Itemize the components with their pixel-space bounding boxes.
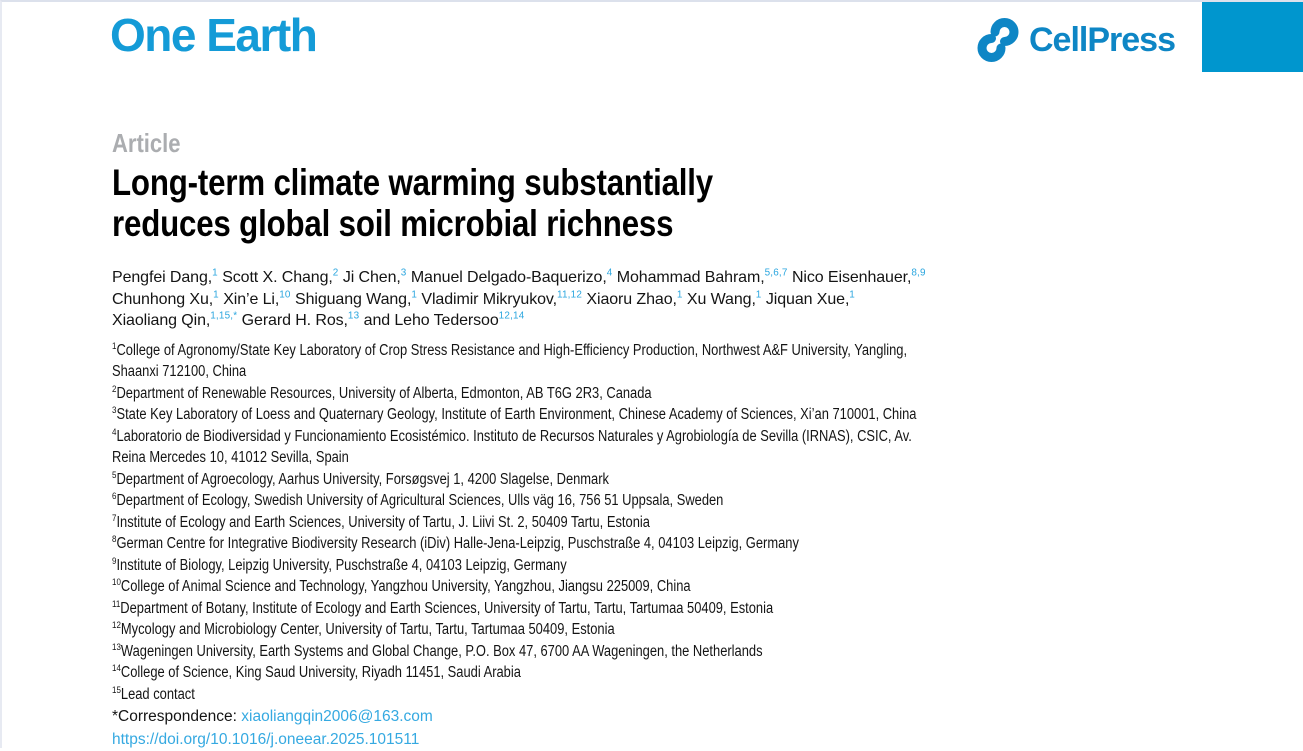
affiliation: 4Laboratorio de Biodiversidad y Funciona… — [112, 426, 1205, 469]
author-superscript: 5,6,7 — [765, 268, 788, 279]
affiliation-superscript: 14 — [112, 663, 121, 674]
publisher-name: CellPress — [1029, 21, 1175, 60]
author-line: Pengfei Dang,1 Scott X. Chang,2 Ji Chen,… — [112, 267, 1205, 289]
article-header-block: Article Long-term climate warming substa… — [112, 128, 1205, 751]
affiliation: 8German Centre for Integrative Biodivers… — [112, 533, 1205, 555]
article-kicker: Article — [112, 128, 1204, 159]
author-name: Vladimir Mikryukov, — [421, 291, 557, 308]
author-name: Pengfei Dang, — [112, 269, 212, 286]
brand-banner — [1202, 2, 1303, 72]
affiliation: 3State Key Laboratory of Loess and Quate… — [112, 404, 1205, 426]
author-name: Ji Chen, — [343, 269, 401, 286]
affiliation-text: Department of Ecology, Swedish Universit… — [116, 492, 723, 509]
author-superscript: 10 — [279, 289, 290, 300]
author-superscript: 1 — [213, 289, 219, 300]
affiliation-text: State Key Laboratory of Loess and Quater… — [116, 406, 916, 423]
correspondence-label: *Correspondence: — [112, 708, 237, 725]
author-name: Scott X. Chang, — [222, 269, 333, 286]
author-name: Chunhong Xu, — [112, 291, 213, 308]
affiliation-text: College of Science, King Saud University… — [121, 664, 521, 681]
author-superscript: 2 — [333, 268, 339, 279]
affiliation-text: Department of Botany, Institute of Ecolo… — [120, 600, 773, 617]
journal-logo: One Earth — [110, 8, 316, 62]
author-name: Nico Eisenhauer, — [792, 269, 911, 286]
affiliation-superscript: 12 — [112, 620, 121, 631]
author-name: Shiguang Wang, — [295, 291, 411, 308]
author-name: Xin’e Li, — [223, 291, 279, 308]
cellpress-loop-icon — [974, 18, 1022, 62]
title-line-1: Long-term climate warming substantially — [112, 162, 1205, 203]
author-name: Xu Wang, — [687, 291, 756, 308]
author-list: Pengfei Dang,1 Scott X. Chang,2 Ji Chen,… — [112, 267, 1205, 332]
affiliation-list: 1College of Agronomy/State Key Laborator… — [112, 340, 1205, 706]
author-superscript: 4 — [607, 268, 613, 279]
affiliation: 14College of Science, King Saud Universi… — [112, 662, 1205, 684]
affiliation-text: Shaanxi 712100, China — [112, 363, 246, 380]
affiliation: 1College of Agronomy/State Key Laborator… — [112, 340, 1205, 383]
affiliation: 12Mycology and Microbiology Center, Univ… — [112, 619, 1205, 641]
footnotes: *Correspondence: xiaoliangqin2006@163.co… — [112, 706, 1205, 751]
affiliation-text: Laboratorio de Biodiversidad y Funcionam… — [116, 428, 911, 445]
author-name: Xiaoru Zhao, — [586, 291, 676, 308]
author-name: Manuel Delgado-Baquerizo, — [411, 269, 607, 286]
affiliation-text: Lead contact — [121, 686, 195, 703]
affiliation: 7Institute of Ecology and Earth Sciences… — [112, 512, 1205, 534]
affiliation: 11Department of Botany, Institute of Eco… — [112, 598, 1205, 620]
author-superscript: 1 — [411, 289, 417, 300]
affiliation-text: College of Animal Science and Technology… — [121, 578, 691, 595]
author-superscript: 1 — [849, 289, 855, 300]
author-superscript: 12,14 — [499, 311, 525, 322]
author-name: Jiquan Xue, — [766, 291, 849, 308]
author-line: Chunhong Xu,1 Xin’e Li,10 Shiguang Wang,… — [112, 289, 1205, 311]
affiliation-superscript: 15 — [112, 684, 121, 695]
affiliation: 2Department of Renewable Resources, Univ… — [112, 383, 1205, 405]
affiliation-text: Wageningen University, Earth Systems and… — [121, 643, 763, 660]
author-superscript: 1,15,* — [210, 311, 237, 322]
affiliation: 10College of Animal Science and Technolo… — [112, 576, 1205, 598]
author-superscript: 8,9 — [911, 268, 925, 279]
author-name: Mohammad Bahram, — [617, 269, 765, 286]
author-superscript: 1 — [212, 268, 218, 279]
author-superscript: 13 — [348, 311, 359, 322]
article-title: Long-term climate warming substantially … — [112, 162, 1205, 243]
affiliation-superscript: 10 — [112, 577, 121, 588]
author-superscript: 11,12 — [557, 289, 582, 300]
author-superscript: 3 — [401, 268, 407, 279]
affiliation-text: Mycology and Microbiology Center, Univer… — [121, 621, 615, 638]
page-header: One Earth CellPress — [2, 2, 1303, 102]
affiliation-text: German Centre for Integrative Biodiversi… — [116, 535, 798, 552]
affiliation-text: College of Agronomy/State Key Laboratory… — [116, 342, 907, 359]
author-name: Xiaoliang Qin, — [112, 312, 210, 329]
affiliation: 13Wageningen University, Earth Systems a… — [112, 641, 1205, 663]
affiliation-superscript: 13 — [112, 641, 121, 652]
author-line: Xiaoliang Qin,1,15,* Gerard H. Ros,13 an… — [112, 310, 1205, 332]
author-superscript: 1 — [677, 289, 683, 300]
publisher-logo: CellPress — [974, 18, 1175, 62]
title-line-2: reduces global soil microbial richness — [112, 203, 1205, 244]
author-name: Gerard H. Ros, — [242, 312, 348, 329]
affiliation-text: Institute of Biology, Leipzig University… — [116, 557, 566, 574]
affiliation-text: Reina Mercedes 10, 41012 Sevilla, Spain — [112, 449, 349, 466]
correspondence-email-link[interactable]: xiaoliangqin2006@163.com — [241, 708, 433, 725]
affiliation: 9Institute of Biology, Leipzig Universit… — [112, 555, 1205, 577]
author-superscript: 1 — [756, 289, 762, 300]
correspondence-line: *Correspondence: xiaoliangqin2006@163.co… — [112, 706, 1205, 729]
affiliation-text: Department of Agroecology, Aarhus Univer… — [116, 471, 609, 488]
affiliation-text: Department of Renewable Resources, Unive… — [116, 385, 651, 402]
author-name: and Leho Tedersoo — [364, 312, 499, 329]
affiliation-superscript: 11 — [112, 598, 120, 609]
doi-link[interactable]: https://doi.org/10.1016/j.oneear.2025.10… — [112, 731, 419, 748]
affiliation-text: Institute of Ecology and Earth Sciences,… — [116, 514, 649, 531]
affiliation: 6Department of Ecology, Swedish Universi… — [112, 490, 1205, 512]
affiliation: 15Lead contact — [112, 684, 1205, 706]
affiliation: 5Department of Agroecology, Aarhus Unive… — [112, 469, 1205, 491]
